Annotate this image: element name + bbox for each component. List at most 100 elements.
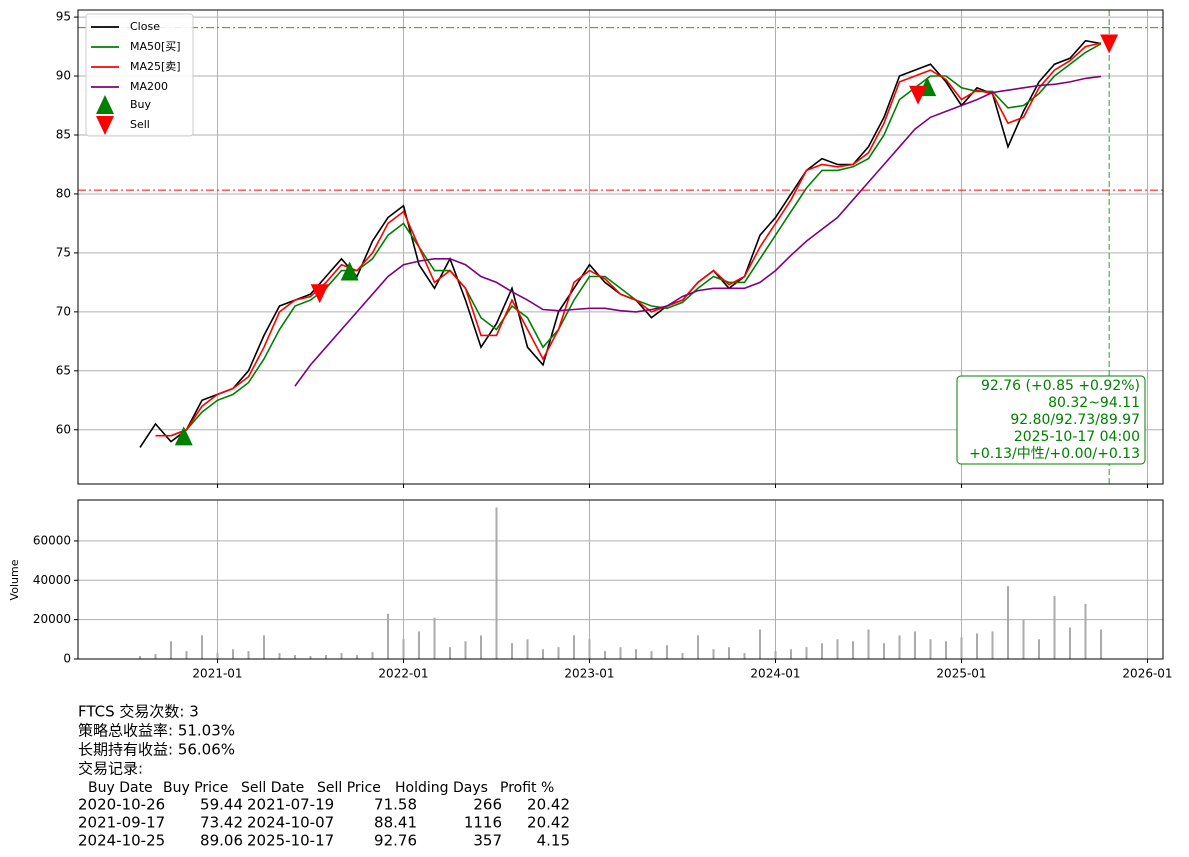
volume-bar (774, 651, 777, 659)
volume-bar (511, 643, 513, 659)
volume-bar (542, 649, 544, 659)
volume-bar (945, 641, 947, 659)
info-text: 2025-10-17 04:00 (1014, 429, 1140, 445)
legend-box (85, 13, 194, 137)
volume-bar (1069, 627, 1071, 659)
volume-bar (805, 647, 808, 659)
y-tick-label: 0 (63, 652, 71, 666)
info-box (956, 375, 1146, 465)
volume-bar (418, 631, 420, 659)
info-text: 80.32~94.11 (1048, 395, 1140, 411)
table-cell: 20.42 (527, 796, 570, 814)
volume-bar (852, 641, 854, 659)
table-cell: 92.76 (374, 832, 417, 850)
y-tick-label: 20000 (33, 612, 71, 626)
report-line: 长期持有收益: 56.06% (78, 741, 235, 759)
report-line: 交易记录: (78, 760, 143, 778)
volume-bar (340, 653, 343, 659)
report-line: FTCS 交易次数: 3 (78, 703, 199, 721)
trade-marker (340, 261, 359, 281)
volume-bar (371, 652, 374, 659)
volume-bar (1038, 639, 1040, 659)
volume-bar (154, 654, 157, 659)
legend-label: MA25[卖] (130, 60, 181, 73)
volume-bar (914, 631, 916, 659)
legend-marker (96, 95, 114, 114)
volume-bar (232, 649, 234, 659)
table-cell: 266 (473, 796, 502, 814)
volume-bar (697, 635, 699, 659)
table-header: Buy Price (163, 780, 228, 796)
volume-bar (1053, 596, 1056, 659)
volume-bar (821, 643, 823, 659)
volume-bar (557, 647, 560, 659)
y-tick-label: 90 (56, 69, 71, 83)
legend-label: Sell (130, 118, 150, 131)
volume-bar (449, 647, 451, 659)
y-tick-label: 85 (56, 127, 71, 141)
volume-bar (759, 629, 761, 659)
table-cell: 88.41 (374, 814, 417, 832)
y-tick-label: 95 (56, 10, 71, 24)
table-cell: 20.42 (527, 814, 570, 832)
x-tick-label: 2022-01 (378, 667, 428, 681)
table-cell: 2024-10-07 (247, 814, 334, 832)
price-line (155, 42, 1102, 437)
table-header: Sell Price (317, 780, 381, 796)
y-tick-label: 65 (56, 363, 71, 377)
x-tick-label: 2026-01 (1122, 667, 1172, 681)
x-tick-label: 2024-01 (750, 667, 800, 681)
table-cell: 59.44 (200, 796, 243, 814)
table-header: Holding Days (395, 780, 488, 796)
x-tick-label: 2025-01 (936, 667, 986, 681)
volume-bar (743, 653, 746, 659)
trade-marker (1100, 34, 1119, 54)
volume-bar (433, 617, 436, 659)
volume-bar (635, 649, 637, 659)
table-cell: 89.06 (200, 832, 243, 850)
info-text: 92.80/92.73/89.97 (1010, 412, 1140, 428)
y-tick-label: 80 (56, 186, 71, 200)
volume-bar (960, 637, 963, 659)
volume-bar (216, 653, 219, 659)
plot-frame (77, 499, 1164, 660)
legend-marker (96, 116, 114, 135)
table-header: Buy Date (88, 780, 153, 796)
volume-bar (278, 653, 281, 659)
volume-bar (1022, 619, 1025, 659)
y-tick-label: 75 (56, 245, 71, 259)
volume-bar (356, 655, 358, 659)
trade-marker (174, 426, 193, 446)
table-cell: 2021-09-17 (78, 814, 165, 832)
volume-bar (480, 635, 482, 659)
volume-bar (1084, 603, 1087, 659)
volume-bar (976, 633, 978, 659)
volume-bar (681, 653, 684, 659)
legend-label: MA50[买] (130, 40, 181, 53)
price-line (294, 75, 1102, 387)
volume-bar (464, 641, 467, 659)
legend-label: Close (130, 20, 160, 33)
report-line: 策略总收益率: 51.03% (78, 722, 235, 740)
info-text: +0.13/中性/+0.00/+0.13 (969, 446, 1140, 462)
volume-bar (325, 655, 327, 659)
volume-bar (139, 656, 141, 659)
volume-bar (573, 635, 575, 659)
volume-bar (387, 613, 389, 659)
volume-bar (263, 635, 265, 659)
y-tick-label: 60 (56, 422, 71, 436)
volume-bar (604, 651, 606, 659)
table-cell: 2020-10-26 (78, 796, 165, 814)
legend-label: Buy (130, 98, 152, 111)
volume-bar (402, 639, 405, 659)
legend-label: MA200 (130, 80, 168, 93)
volume-bar (294, 655, 296, 659)
volume-bar (867, 629, 870, 659)
table-cell: 71.58 (374, 796, 417, 814)
trade-marker (310, 284, 329, 304)
table-header: Sell Date (241, 780, 304, 796)
y-tick-label: 40000 (33, 573, 71, 587)
volume-bar (666, 645, 668, 659)
table-cell: 4.15 (537, 832, 570, 850)
